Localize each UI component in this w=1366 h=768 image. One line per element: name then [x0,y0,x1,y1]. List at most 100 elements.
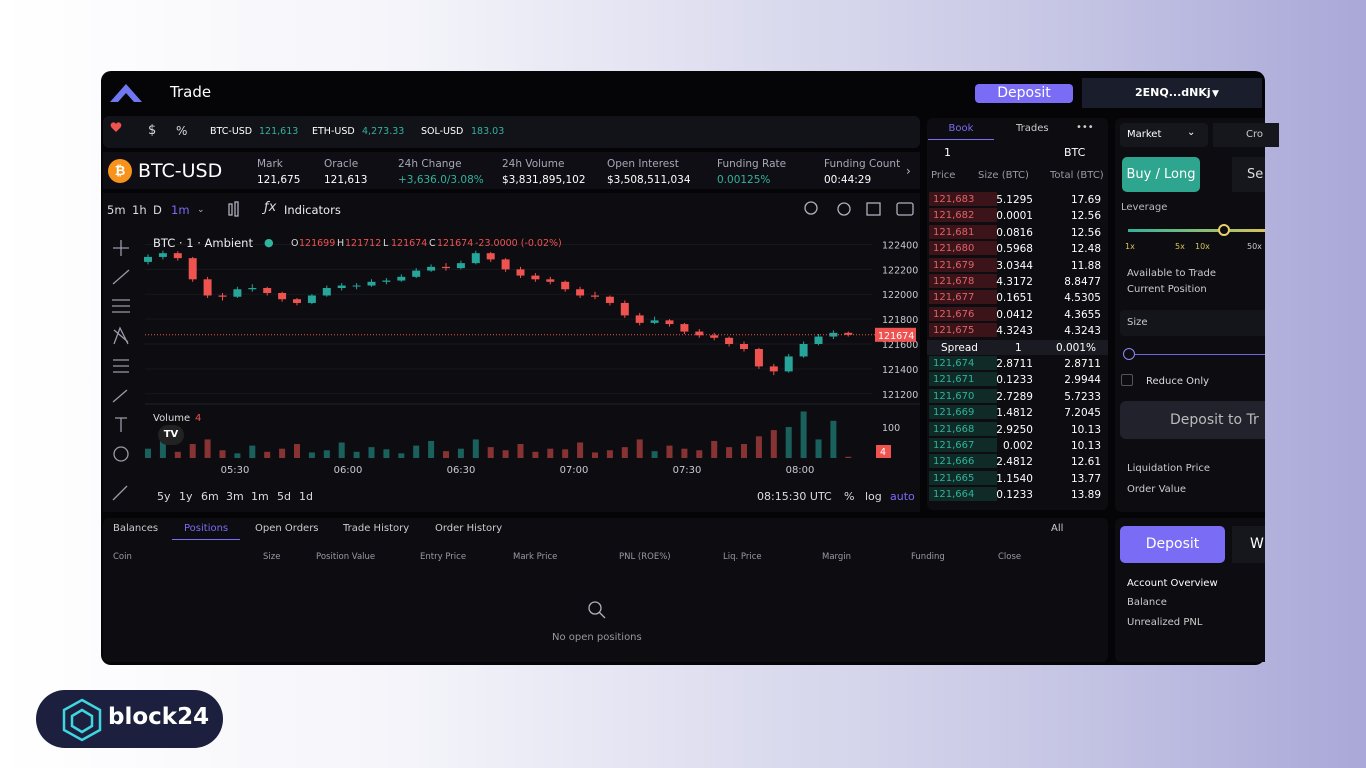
stat-value: 121,675 [257,174,301,186]
depth-highlight [929,257,997,272]
candle-body [486,253,495,260]
y-tick-label: 121800 [882,315,918,326]
candle-body [442,266,450,269]
more-icon: ••• [1076,122,1094,133]
trades-tab[interactable]: Trades [1016,123,1049,134]
interval-button[interactable]: 5m [107,203,126,217]
volume-bar [338,442,345,458]
book-total: 10.13 [1070,423,1101,436]
y-tick-label: 121400 [882,365,918,376]
ticker-symbol[interactable]: SOL-USD [421,126,464,137]
stat-value: $3,831,895,102 [502,174,586,186]
positions-column: Close [998,552,1022,562]
book-size: 2.4812 [996,456,1033,469]
range-button[interactable]: 1d [299,490,313,503]
account-deposit-button[interactable]: Deposit [1120,526,1225,563]
candle-body [680,324,689,332]
volume-bar [145,448,151,458]
book-price: 121,669 [933,407,975,419]
withdraw-button[interactable]: W [1232,526,1265,563]
candle-body [814,336,823,345]
current-position-label: Current Position [1127,284,1207,295]
scale-option[interactable]: log [865,490,882,503]
y-tick-label: 122200 [882,265,918,276]
size-track [1128,354,1265,355]
depth-highlight [929,421,997,436]
candle-body [650,320,659,323]
stat-label: Oracle [324,158,359,170]
candle-body [769,366,778,372]
chart-toolbar-icons [228,201,914,619]
volume-bar [174,451,181,458]
ticker-price: 183.03 [471,126,505,137]
leverage-mark: 5x [1175,242,1185,251]
indicators-button[interactable]: Indicators [284,203,341,217]
spread-row [927,340,1108,355]
interval-button[interactable]: D [153,203,162,217]
range-button[interactable]: 1m [251,490,269,503]
positions-tab[interactable]: Open Orders [255,523,319,534]
volume-bar [741,444,747,458]
buy-button[interactable]: Buy / Long [1122,157,1200,192]
reduce-only-checkbox[interactable] [1121,374,1133,386]
margin-mode-select[interactable]: Cro [1213,123,1279,147]
volume-bar [159,440,166,458]
volume-bar [398,453,405,458]
book-tab[interactable]: Book [928,122,994,140]
positions-column: Mark Price [513,552,558,562]
book-price: 121,666 [933,456,975,468]
size-input[interactable] [1120,310,1265,336]
ohlc-value: 121674 [391,238,428,249]
range-button[interactable]: 6m [201,490,219,503]
depth-highlight [929,224,997,239]
account-title: Account Overview [1127,578,1218,589]
chart-panel [103,193,920,512]
brand-logo [62,698,102,742]
volume-bar [592,452,598,458]
depth-highlight [929,454,997,469]
positions-tab[interactable]: Positions [172,522,241,540]
wallet-button[interactable]: 2ENQ...dNKj [1082,78,1262,108]
positions-tab[interactable]: Trade History [343,523,410,534]
interval-button[interactable]: 1m [171,203,190,217]
range-button[interactable]: 5y [157,490,171,503]
depth-highlight [929,356,997,370]
size-thumb[interactable] [1123,348,1135,360]
balance-label: Balance [1127,597,1167,608]
volume-bar [308,452,315,458]
volume-bar [800,411,807,458]
positions-tab[interactable]: Balances [113,523,159,534]
deposit-to-trade-button[interactable]: Deposit to Tr [1120,401,1265,439]
scale-option[interactable]: % [844,490,855,503]
leverage-thumb[interactable] [1218,224,1230,236]
candle-body [322,288,331,296]
deposit-button[interactable]: Deposit [975,84,1073,103]
candle-body [382,280,391,282]
filter-select[interactable]: All [1051,523,1064,534]
volume-bar [383,449,390,458]
positions-tab[interactable]: Order History [435,523,503,534]
range-button[interactable]: 1y [179,490,193,503]
candle-body [427,266,436,271]
candle-body [844,332,853,335]
range-button[interactable]: 3m [226,490,244,503]
unit-select[interactable]: BTC [1064,146,1086,159]
ticker-symbol[interactable]: ETH-USD [312,126,355,137]
scale-option[interactable]: auto [890,490,915,503]
sell-button[interactable]: Se [1232,157,1265,192]
ohlc-value: 121712 [345,238,382,249]
range-button[interactable]: 5d [277,490,291,503]
fx-icon: ƒx [264,200,277,215]
market-symbol[interactable]: BTC-USD [138,160,223,182]
precision-select[interactable]: 1 [944,146,951,159]
interval-button[interactable]: 1h [132,203,147,217]
volume-bar [577,442,584,458]
order-type-select[interactable]: Market [1120,123,1208,147]
stat-value: 0.00125% [717,174,771,186]
candle-body [561,281,570,290]
ticker-symbol[interactable]: BTC-USD [210,126,253,137]
depth-highlight [929,388,997,403]
ohlc-value: 121699 [299,238,336,249]
depth-highlight [929,274,997,288]
